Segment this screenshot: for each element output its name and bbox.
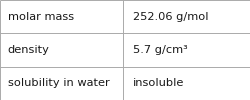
Text: solubility in water: solubility in water bbox=[8, 78, 109, 88]
Text: 5.7 g/cm³: 5.7 g/cm³ bbox=[133, 45, 188, 55]
Text: insoluble: insoluble bbox=[133, 78, 184, 88]
Text: density: density bbox=[8, 45, 50, 55]
Text: molar mass: molar mass bbox=[8, 12, 74, 22]
Text: 252.06 g/mol: 252.06 g/mol bbox=[133, 12, 208, 22]
